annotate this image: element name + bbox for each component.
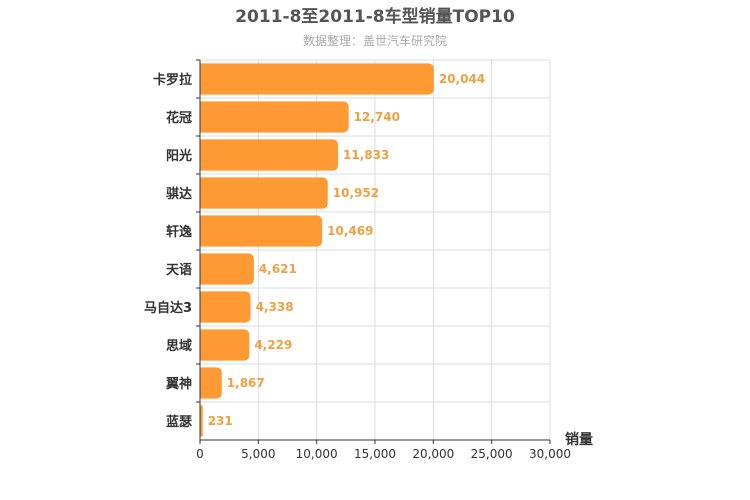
category-label: 思域 bbox=[166, 338, 192, 354]
bar-马自达3[interactable] bbox=[200, 291, 251, 323]
bar-阳光[interactable] bbox=[200, 139, 339, 171]
x-axis-name: 销量 bbox=[565, 431, 593, 448]
bar-天语[interactable] bbox=[200, 253, 254, 285]
value-label: 1,867 bbox=[227, 376, 265, 390]
value-label: 4,621 bbox=[259, 262, 297, 276]
category-label: 花冠 bbox=[166, 110, 192, 126]
category-label: 轩逸 bbox=[166, 224, 192, 240]
x-tick-label: 20,000 bbox=[412, 447, 454, 461]
x-tick-label: 15,000 bbox=[354, 447, 396, 461]
value-label: 11,833 bbox=[343, 148, 389, 162]
value-label: 4,229 bbox=[254, 338, 292, 352]
bar-花冠[interactable] bbox=[200, 101, 349, 133]
chart-subtitle: 数据整理：盖世汽车研究院 bbox=[303, 33, 447, 48]
bar-蓝瑟[interactable] bbox=[200, 405, 203, 437]
bars: 20,044 12,740 11,833 10,952 10,469 4,621 4,338… bbox=[200, 63, 485, 437]
x-tick-label: 10,000 bbox=[296, 447, 338, 461]
x-tick-label: 30,000 bbox=[529, 447, 571, 461]
value-label: 4,338 bbox=[256, 300, 294, 314]
value-label: 10,469 bbox=[327, 224, 373, 238]
bar-思域[interactable] bbox=[200, 329, 250, 361]
category-label: 骐达 bbox=[166, 186, 192, 202]
value-label: 20,044 bbox=[439, 72, 485, 86]
value-label: 231 bbox=[208, 414, 233, 428]
x-tick-label: 25,000 bbox=[471, 447, 513, 461]
bar-卡罗拉[interactable] bbox=[200, 63, 434, 95]
bar-翼神[interactable] bbox=[200, 367, 222, 399]
chart-title: 2011-8至2011-8车型销量TOP10 bbox=[235, 6, 515, 27]
bar-轩逸[interactable] bbox=[200, 215, 323, 247]
category-label: 卡罗拉 bbox=[153, 72, 192, 88]
category-label: 蓝瑟 bbox=[166, 414, 192, 430]
x-tick-label: 5,000 bbox=[241, 447, 275, 461]
value-label: 10,952 bbox=[333, 186, 379, 200]
category-label: 阳光 bbox=[166, 148, 192, 164]
x-tick-label: 0 bbox=[196, 447, 204, 461]
category-label: 天语 bbox=[166, 263, 192, 278]
bar-骐达[interactable] bbox=[200, 177, 328, 209]
value-label: 12,740 bbox=[354, 110, 400, 124]
category-label: 翼神 bbox=[165, 376, 192, 392]
category-label: 马自达3 bbox=[144, 300, 192, 316]
